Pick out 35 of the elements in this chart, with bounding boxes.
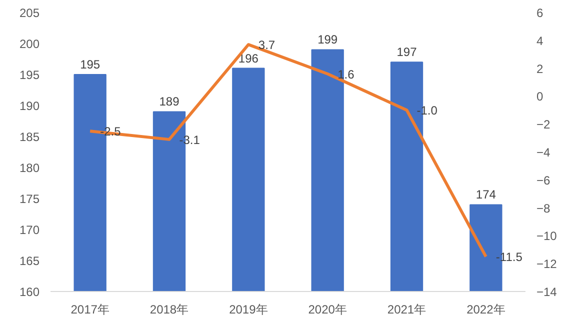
y2-tick-label: −10 (536, 229, 558, 244)
y2-tick-label: −6 (536, 173, 551, 188)
y-tick-label: 160 (19, 285, 40, 299)
data-label: 199 (318, 32, 338, 47)
y-tick-label: 185 (19, 130, 40, 144)
x-tick-label: 2018年 (150, 302, 189, 316)
data-label: 189 (159, 94, 180, 109)
y2-tick-label: −2 (536, 118, 551, 132)
y2-tick-label: −4 (536, 146, 551, 160)
y2-tick-label: 6 (536, 6, 544, 20)
x-tick-label: 2017年 (70, 302, 110, 316)
data-label: 195 (80, 58, 100, 72)
data-label: 3.7 (258, 38, 276, 52)
y-tick-label: 175 (19, 192, 40, 206)
y-tick-label: 200 (19, 37, 40, 51)
y2-tick-label: −8 (536, 201, 551, 216)
y-tick-label: 205 (19, 6, 40, 20)
y2-tick-label: −12 (536, 257, 558, 272)
y2-tick-label: 2 (536, 62, 544, 76)
y-tick-label: 190 (19, 99, 40, 113)
y2-tick-label: 4 (536, 34, 544, 48)
y2-tick-label: −14 (536, 285, 558, 299)
data-label: -2.5 (100, 124, 122, 139)
x-tick-label: 2019年 (229, 302, 268, 316)
x-tick-label: 2022年 (466, 302, 506, 316)
x-tick-label: 2021年 (387, 302, 426, 316)
data-label: 196 (238, 51, 259, 66)
y-tick-label: 195 (19, 68, 40, 82)
y-tick-label: 165 (19, 254, 40, 268)
data-label: 197 (396, 45, 418, 60)
y2-tick-label: 0 (536, 90, 544, 104)
x-tick-label: 2020年 (308, 302, 347, 316)
y-tick-label: 180 (19, 161, 40, 175)
y-tick-label: 170 (19, 223, 40, 237)
data-label: 174 (476, 188, 496, 202)
